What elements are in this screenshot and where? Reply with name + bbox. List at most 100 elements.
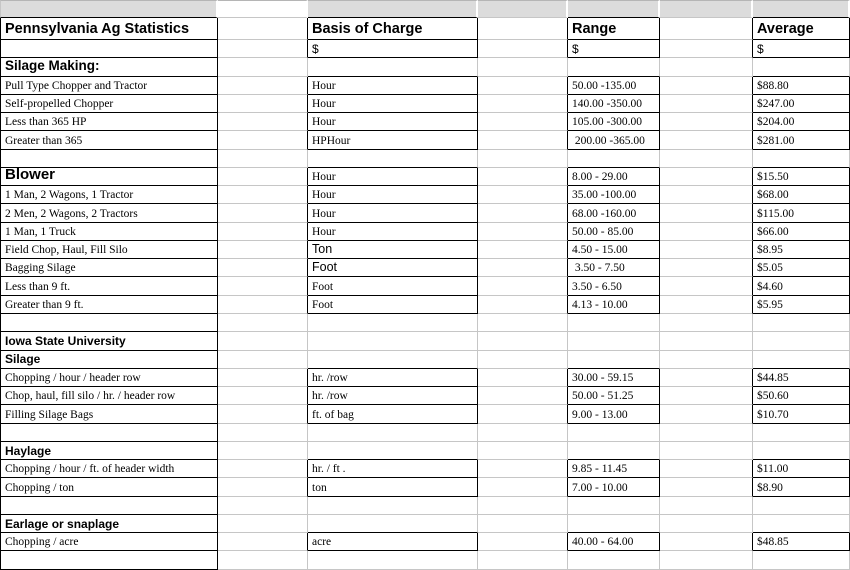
cell-e24 [568, 423, 660, 442]
cell-g1 [753, 0, 850, 18]
cell-a17: Greater than 9 ft. [0, 295, 218, 314]
cell-f12 [660, 204, 753, 223]
cell-d26 [478, 460, 568, 479]
cell-e31 [568, 551, 660, 570]
cell-g26: $11.00 [753, 460, 850, 479]
cell-g17: $5.95 [753, 295, 850, 314]
cell-f9 [660, 149, 753, 168]
cell-d2 [478, 18, 568, 40]
cell-e16: 3.50 - 6.50 [568, 277, 660, 296]
cell-a23: Filling Silage Bags [0, 405, 218, 424]
cell-e7: 105.00 -300.00 [568, 113, 660, 132]
cell-f10 [660, 167, 753, 187]
cell-b2 [218, 18, 308, 40]
cell-c2: Basis of Charge [308, 18, 478, 40]
cell-a30: Chopping / acre [0, 533, 218, 552]
cell-b27 [218, 478, 308, 497]
cell-a11: 1 Man, 2 Wagons, 1 Tractor [0, 186, 218, 205]
cell-g24 [753, 423, 850, 442]
cell-c20 [308, 350, 478, 369]
cell-f1 [660, 0, 753, 18]
cell-g9 [753, 149, 850, 168]
cell-d24 [478, 423, 568, 442]
cell-f6 [660, 94, 753, 114]
cell-e5: 50.00 -135.00 [568, 76, 660, 95]
cell-g8: $281.00 [753, 131, 850, 150]
cell-c18 [308, 313, 478, 333]
cell-g14: $8.95 [753, 240, 850, 260]
cell-g11: $68.00 [753, 186, 850, 205]
cell-f2 [660, 18, 753, 40]
cell-c21: hr. /row [308, 368, 478, 388]
cell-d17 [478, 295, 568, 314]
cell-d15 [478, 259, 568, 278]
cell-e21: 30.00 - 59.15 [568, 368, 660, 388]
cell-a28 [0, 496, 218, 515]
cell-g4 [753, 58, 850, 77]
cell-e6: 140.00 -350.00 [568, 94, 660, 114]
cell-a15: Bagging Silage [0, 259, 218, 278]
cell-e8: 200.00 -365.00 [568, 131, 660, 150]
cell-d11 [478, 186, 568, 205]
cell-b28 [218, 496, 308, 515]
cell-a27: Chopping / ton [0, 478, 218, 497]
cell-b21 [218, 368, 308, 388]
cell-a7: Less than 365 HP [0, 113, 218, 132]
cell-g25 [753, 441, 850, 461]
cell-f28 [660, 496, 753, 515]
cell-f23 [660, 405, 753, 424]
cell-f15 [660, 259, 753, 278]
cell-a26: Chopping / hour / ft. of header width [0, 460, 218, 479]
cell-d28 [478, 496, 568, 515]
cell-f19 [660, 332, 753, 351]
cell-d13 [478, 222, 568, 241]
cell-d14 [478, 240, 568, 260]
cell-a31 [0, 551, 218, 570]
cell-b12 [218, 204, 308, 223]
cell-e9 [568, 149, 660, 168]
cell-b25 [218, 441, 308, 461]
cell-a8: Greater than 365 [0, 131, 218, 150]
cell-d20 [478, 350, 568, 369]
cell-g30: $48.85 [753, 533, 850, 552]
cell-b13 [218, 222, 308, 241]
cell-f22 [660, 387, 753, 406]
cell-g20 [753, 350, 850, 369]
cell-b9 [218, 149, 308, 168]
cell-c23: ft. of bag [308, 405, 478, 424]
cell-b22 [218, 387, 308, 406]
cell-g23: $10.70 [753, 405, 850, 424]
cell-b31 [218, 551, 308, 570]
cell-e3: $ [568, 40, 660, 59]
cell-e23: 9.00 - 13.00 [568, 405, 660, 424]
cell-d7 [478, 113, 568, 132]
cell-a24 [0, 423, 218, 442]
cell-a29: Earlage or snaplage [0, 514, 218, 534]
cell-b6 [218, 94, 308, 114]
cell-e27: 7.00 - 10.00 [568, 478, 660, 497]
cell-d22 [478, 387, 568, 406]
cell-d3 [478, 40, 568, 59]
cell-c3: $ [308, 40, 478, 59]
cell-c28 [308, 496, 478, 515]
cell-e22: 50.00 - 51.25 [568, 387, 660, 406]
cell-e19 [568, 332, 660, 351]
cell-a2: Pennsylvania Ag Statistics [0, 18, 218, 40]
cell-g2: Average [753, 18, 850, 40]
cell-b29 [218, 514, 308, 534]
cell-f25 [660, 441, 753, 461]
cell-g28 [753, 496, 850, 515]
cell-c4 [308, 58, 478, 77]
cell-a14: Field Chop, Haul, Fill Silo [0, 240, 218, 260]
cell-a6: Self-propelled Chopper [0, 94, 218, 114]
cell-d23 [478, 405, 568, 424]
cell-c26: hr. / ft . [308, 460, 478, 479]
cell-a19: Iowa State University [0, 332, 218, 351]
cell-e17: 4.13 - 10.00 [568, 295, 660, 314]
cell-b8 [218, 131, 308, 150]
cell-f5 [660, 76, 753, 95]
cell-g13: $66.00 [753, 222, 850, 241]
cell-b4 [218, 58, 308, 77]
cell-c16: Foot [308, 277, 478, 296]
cell-d6 [478, 94, 568, 114]
